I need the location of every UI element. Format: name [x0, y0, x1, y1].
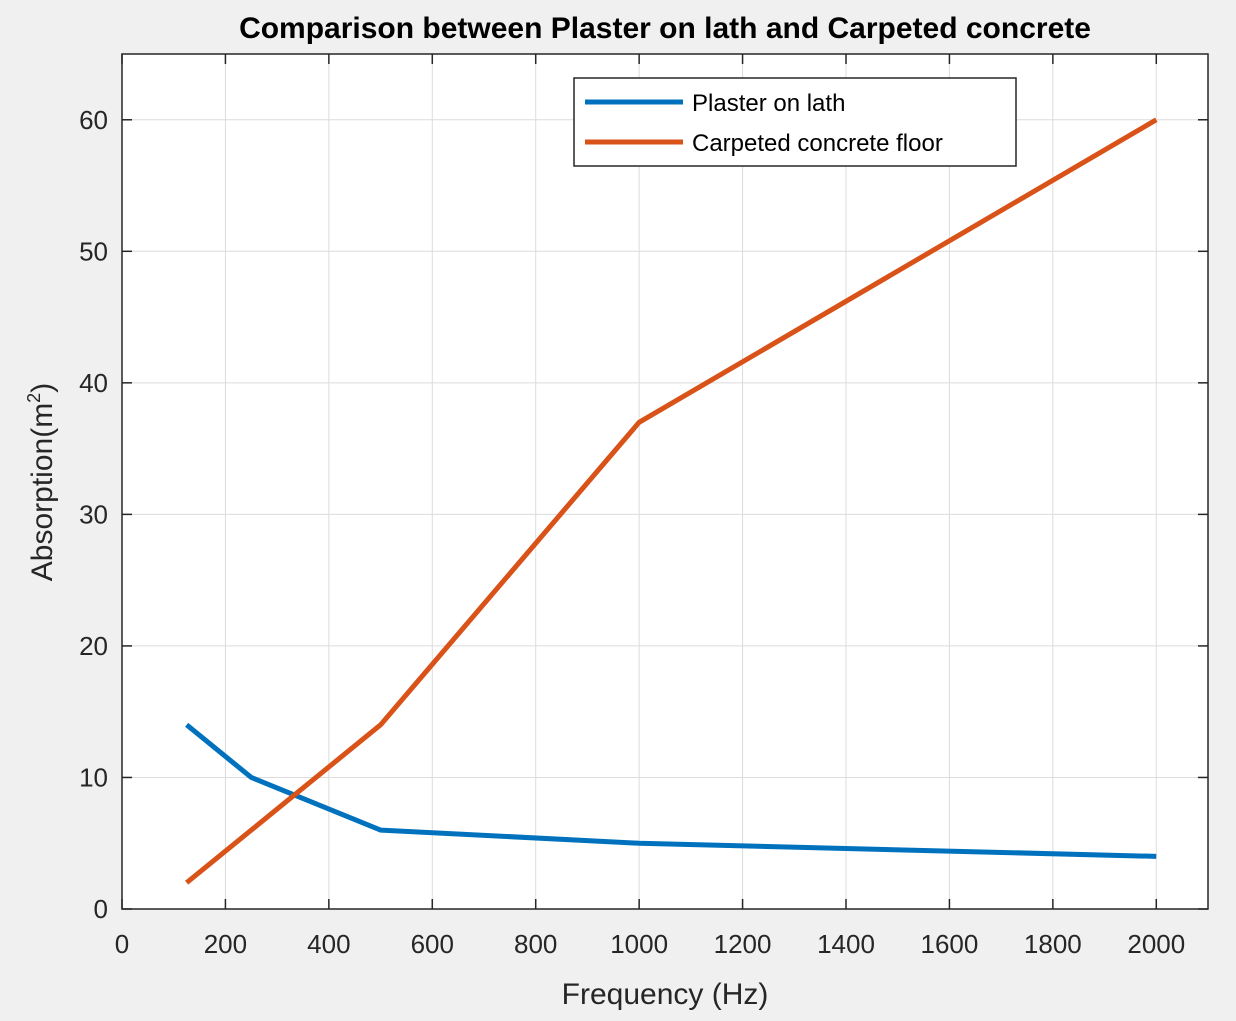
y-tick-label: 30: [79, 499, 108, 529]
legend-label-carpeted: Carpeted concrete floor: [692, 130, 943, 157]
grid: [121, 54, 1208, 910]
x-tick-label: 1200: [714, 929, 772, 959]
y-tick-label: 10: [79, 762, 108, 792]
legend-label-plaster: Plaster on lath: [692, 90, 845, 117]
y-tick-label: 0: [94, 894, 108, 924]
y-tick-label: 60: [79, 105, 108, 135]
x-tick-label: 1000: [610, 929, 668, 959]
ticks: [121, 54, 1208, 910]
legend: Plaster on lath Carpeted concrete floor: [573, 77, 1017, 167]
y-tick-label: 40: [79, 368, 108, 398]
series-line-carpeted-concrete-floor: [185, 117, 1158, 885]
chart-title: Comparison between Plaster on lath and C…: [239, 12, 1091, 45]
x-axis-label: Frequency (Hz): [562, 978, 769, 1011]
x-tick-label: 400: [307, 929, 350, 959]
y-tick-label: 20: [79, 631, 108, 661]
y-tick-labels: 0 10 20 30 40 50 60: [79, 105, 108, 924]
x-tick-label: 1800: [1024, 929, 1082, 959]
x-tick-label: 200: [204, 929, 247, 959]
y-axis-label-close: ): [26, 383, 59, 393]
x-tick-label: 2000: [1127, 929, 1185, 959]
y-tick-label: 50: [79, 236, 108, 266]
x-tick-labels: 0 200 400 600 800 1000 1200 1400 1600 1800 2000: [115, 929, 1185, 959]
y-axis-label-superscript: 2: [24, 393, 44, 403]
x-tick-label: 600: [411, 929, 454, 959]
y-axis-label-base: Absorption(m: [26, 403, 59, 581]
series-lines: [185, 117, 1158, 885]
series-line-plaster-on-lath: [185, 722, 1157, 859]
y-axis-label: Absorption(m2): [24, 383, 59, 581]
x-tick-label: 1400: [817, 929, 875, 959]
x-tick-label: 800: [514, 929, 557, 959]
plot-frame: [121, 53, 1209, 910]
x-tick-label: 0: [115, 929, 129, 959]
legend-box: [573, 77, 1017, 167]
x-tick-label: 1600: [921, 929, 979, 959]
